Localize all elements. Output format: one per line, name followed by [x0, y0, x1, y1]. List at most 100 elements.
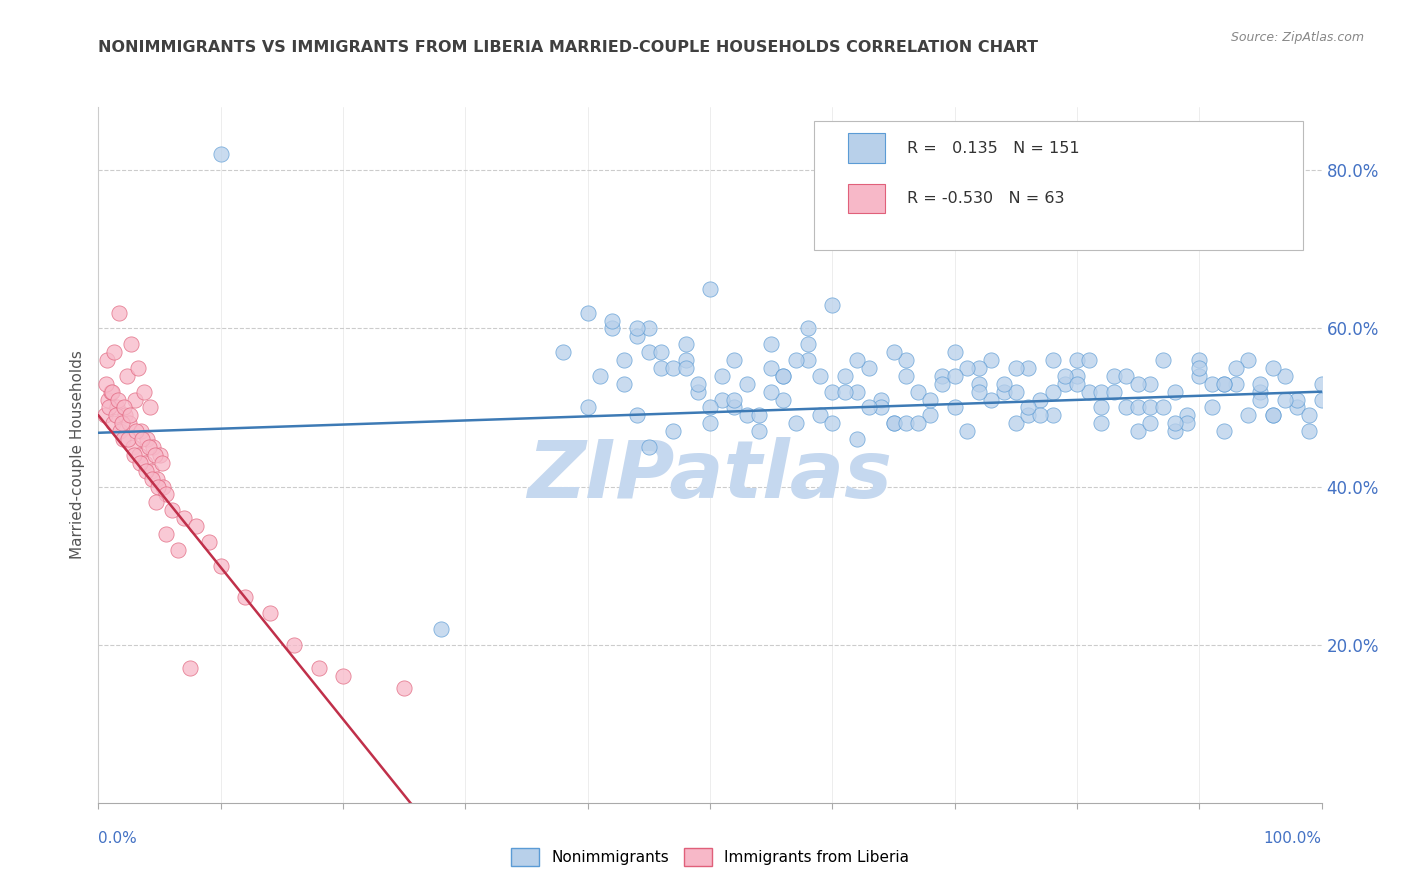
Point: [127, 360, 149, 375]
Point: [711, 368, 734, 383]
Point: [259, 606, 281, 620]
Point: [638, 440, 661, 454]
Point: [613, 376, 636, 391]
Point: [834, 368, 856, 383]
Point: [735, 409, 758, 423]
Point: [553, 345, 575, 359]
Point: [94, 376, 117, 391]
Point: [1188, 360, 1211, 375]
Point: [138, 440, 160, 454]
Point: [834, 384, 856, 399]
Point: [135, 464, 157, 478]
Point: [993, 384, 1015, 399]
Point: [1090, 417, 1112, 431]
Point: [1261, 409, 1284, 423]
Point: [980, 353, 1002, 368]
Point: [155, 527, 177, 541]
Point: [993, 376, 1015, 391]
Point: [125, 424, 148, 438]
Point: [186, 519, 208, 533]
Point: [124, 392, 146, 407]
Point: [1139, 401, 1161, 415]
Point: [146, 472, 169, 486]
Point: [101, 417, 124, 431]
Point: [155, 487, 177, 501]
Point: [858, 401, 880, 415]
Point: [1225, 360, 1247, 375]
Point: [907, 417, 929, 431]
Point: [613, 353, 636, 368]
Point: [112, 401, 135, 415]
Point: [723, 392, 745, 407]
Point: [430, 622, 453, 636]
Point: [141, 472, 163, 486]
Point: [1164, 417, 1187, 431]
Point: [797, 321, 820, 335]
Point: [576, 401, 599, 415]
Point: [1102, 368, 1125, 383]
Point: [283, 638, 305, 652]
Text: Source: ZipAtlas.com: Source: ZipAtlas.com: [1230, 31, 1364, 45]
Point: [1017, 360, 1039, 375]
Point: [1053, 368, 1076, 383]
Point: [1286, 401, 1309, 415]
Point: [1066, 376, 1088, 391]
Point: [967, 360, 990, 375]
Point: [650, 360, 672, 375]
Point: [1261, 360, 1284, 375]
Point: [103, 345, 125, 359]
Point: [686, 376, 709, 391]
Point: [167, 542, 190, 557]
Point: [149, 448, 172, 462]
Legend: Nonimmigrants, Immigrants from Liberia: Nonimmigrants, Immigrants from Liberia: [505, 842, 915, 871]
Point: [101, 384, 124, 399]
Point: [772, 392, 794, 407]
Point: [132, 384, 155, 399]
Point: [145, 495, 167, 509]
Point: [894, 353, 917, 368]
Point: [1139, 417, 1161, 431]
Point: [209, 558, 232, 573]
Point: [139, 464, 162, 478]
Point: [1128, 376, 1150, 391]
Point: [626, 321, 648, 335]
Point: [143, 448, 166, 462]
Point: [152, 479, 174, 493]
Point: [638, 345, 661, 359]
Point: [883, 417, 905, 431]
Point: [122, 448, 145, 462]
Point: [1102, 384, 1125, 399]
Point: [1188, 368, 1211, 383]
Point: [821, 417, 844, 431]
Point: [1152, 401, 1174, 415]
Point: [1164, 424, 1187, 438]
Point: [1298, 424, 1320, 438]
Point: [1029, 409, 1052, 423]
Point: [1128, 424, 1150, 438]
Point: [1053, 376, 1076, 391]
Point: [600, 321, 623, 335]
Point: [967, 376, 990, 391]
Point: [845, 353, 868, 368]
Point: [870, 401, 893, 415]
Point: [699, 417, 721, 431]
Point: [735, 376, 758, 391]
Point: [1042, 353, 1064, 368]
Point: [1115, 368, 1137, 383]
Point: [894, 368, 917, 383]
Point: [120, 337, 142, 351]
FancyBboxPatch shape: [814, 121, 1303, 250]
Point: [197, 534, 219, 549]
Point: [576, 305, 599, 319]
Point: [675, 353, 697, 368]
Point: [956, 360, 979, 375]
Point: [907, 384, 929, 399]
Point: [943, 345, 966, 359]
Point: [1017, 409, 1039, 423]
Point: [748, 409, 770, 423]
Point: [173, 511, 195, 525]
Point: [845, 384, 868, 399]
Point: [748, 424, 770, 438]
Point: [105, 401, 128, 415]
Point: [662, 424, 685, 438]
